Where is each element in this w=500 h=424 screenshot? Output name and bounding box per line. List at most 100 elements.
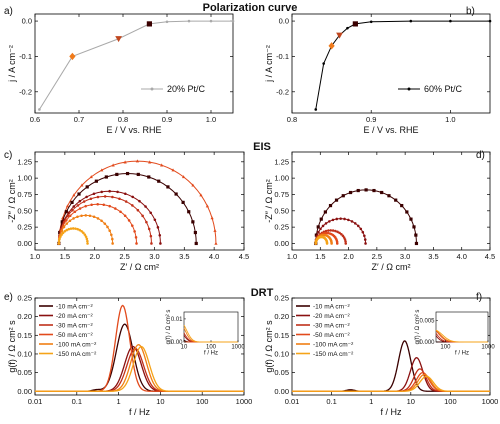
- nyquist-point: [364, 242, 367, 245]
- x-tick-label: 0.01: [28, 397, 43, 406]
- legend-label: -50 mA cm⁻²: [313, 332, 350, 339]
- y-tick-label: 0.10: [17, 349, 32, 358]
- nyquist-arc: [315, 189, 417, 244]
- nyquist-point: [147, 175, 151, 179]
- nyquist-point: [205, 204, 209, 208]
- y-axis-label: -Z″ / Ω cm²: [7, 179, 17, 222]
- nyquist-point: [141, 214, 144, 218]
- nyquist-point: [96, 195, 100, 199]
- x-tick-label: 2.5: [372, 252, 382, 261]
- nyquist-point: [331, 218, 335, 222]
- nyquist-point: [187, 210, 191, 214]
- nyquist-point: [131, 224, 134, 227]
- data-point: [409, 19, 413, 23]
- legend-swatch-marker: [407, 87, 411, 91]
- nyquist-point: [323, 210, 327, 214]
- nyquist-point: [210, 216, 214, 220]
- nyquist-point: [124, 200, 128, 203]
- nyquist-point: [76, 215, 79, 219]
- nyquist-point: [125, 171, 130, 176]
- nyquist-point: [359, 227, 363, 231]
- nyquist-point: [111, 242, 114, 245]
- nyquist-point: [108, 229, 111, 232]
- nyquist-point: [65, 204, 70, 208]
- plot-frame: [34, 151, 245, 251]
- x-tick-label: 1.0: [287, 252, 297, 261]
- nyquist-point: [149, 211, 152, 215]
- x-tick-label: 100: [444, 397, 457, 406]
- x-tick-label: 0.1: [326, 397, 336, 406]
- nyquist-point: [82, 200, 86, 203]
- nyquist-point: [88, 214, 92, 217]
- nyquist-point: [106, 225, 109, 229]
- inset-y-tick-label: 0.00: [171, 340, 183, 346]
- nyquist-point: [58, 237, 61, 241]
- legend-label: -150 mA cm⁻²: [313, 351, 354, 358]
- heading-polarization: Polarization curve: [203, 2, 298, 14]
- nyquist-point: [80, 230, 83, 233]
- nyquist-point: [394, 198, 398, 202]
- y-tick-label: 1.25: [17, 157, 32, 166]
- nyquist-point: [363, 234, 366, 238]
- nyquist-point: [319, 227, 322, 231]
- inset-x-tick-label: 1000: [231, 345, 245, 351]
- data-point: [209, 19, 213, 23]
- y-tick-label: 0.75: [274, 190, 289, 199]
- panel-label: c): [4, 150, 12, 161]
- nyquist-point: [380, 190, 384, 195]
- x-tick-label: 1.0: [206, 115, 216, 124]
- y-tick-label: 0.25: [17, 294, 32, 303]
- heading-drt: DRT: [251, 287, 274, 299]
- nyquist-point: [83, 233, 87, 236]
- y-tick-label: 0.25: [274, 223, 289, 232]
- nyquist-point: [124, 192, 127, 196]
- nyquist-point: [104, 175, 108, 179]
- nyquist-point: [123, 160, 127, 164]
- data-point: [322, 62, 325, 65]
- chart-panel-d: 1.0 1.5 2.0 2.5 3.0 3.5 4.0 4.5 0.00 0.25 0.50 0.75…: [264, 150, 495, 272]
- inset-y-tick-label: 0.005: [419, 319, 435, 325]
- data-point: [314, 108, 318, 111]
- drt-series-line: [292, 340, 490, 392]
- nyquist-point: [111, 195, 114, 199]
- nyquist-point: [84, 214, 88, 217]
- nyquist-point: [159, 242, 162, 245]
- nyquist-point: [62, 225, 66, 229]
- nyquist-point: [191, 183, 195, 187]
- nyquist-point: [102, 203, 106, 207]
- legend-label: -50 mA cm⁻²: [56, 332, 93, 339]
- nyquist-point: [181, 200, 185, 204]
- nyquist-point: [108, 204, 111, 208]
- drt-series-line: [292, 371, 490, 392]
- y-tick-label: 1.00: [17, 174, 32, 183]
- nyquist-point: [80, 183, 84, 187]
- y-tick-label: 0.05: [17, 368, 32, 377]
- nyquist-point: [412, 225, 416, 229]
- nyquist-point: [61, 231, 65, 235]
- drt-series-line: [35, 345, 244, 392]
- nyquist-point: [115, 172, 119, 177]
- chart-panel-a: 0.6 0.7 0.8 0.9 1.0 -0.2 -0.1 0.0 E / V vs. RHE j…: [4, 6, 235, 135]
- nyquist-point: [65, 219, 68, 222]
- x-tick-label: 1.0: [30, 252, 40, 261]
- drt-series-line: [292, 373, 490, 392]
- nyquist-point: [90, 203, 93, 207]
- y-tick-label: 0.00: [274, 239, 289, 248]
- x-tick-label: 4.5: [239, 252, 249, 261]
- nyquist-point: [342, 236, 346, 239]
- nyquist-point: [68, 219, 72, 223]
- nyquist-point: [118, 197, 121, 201]
- inset-y-tick-label: 0.000: [419, 340, 435, 346]
- nyquist-point: [199, 193, 203, 197]
- legend-label: -20 mA cm⁻²: [56, 313, 93, 320]
- nyquist-point: [76, 204, 80, 207]
- data-point: [187, 19, 191, 23]
- series-line: [315, 20, 490, 110]
- nyquist-point: [171, 168, 175, 172]
- nyquist-point: [70, 200, 74, 204]
- nyquist-point: [387, 194, 391, 198]
- nyquist-point: [316, 225, 320, 229]
- x-tick-label: 2.5: [119, 252, 129, 261]
- y-tick-label: 0.00: [17, 239, 32, 248]
